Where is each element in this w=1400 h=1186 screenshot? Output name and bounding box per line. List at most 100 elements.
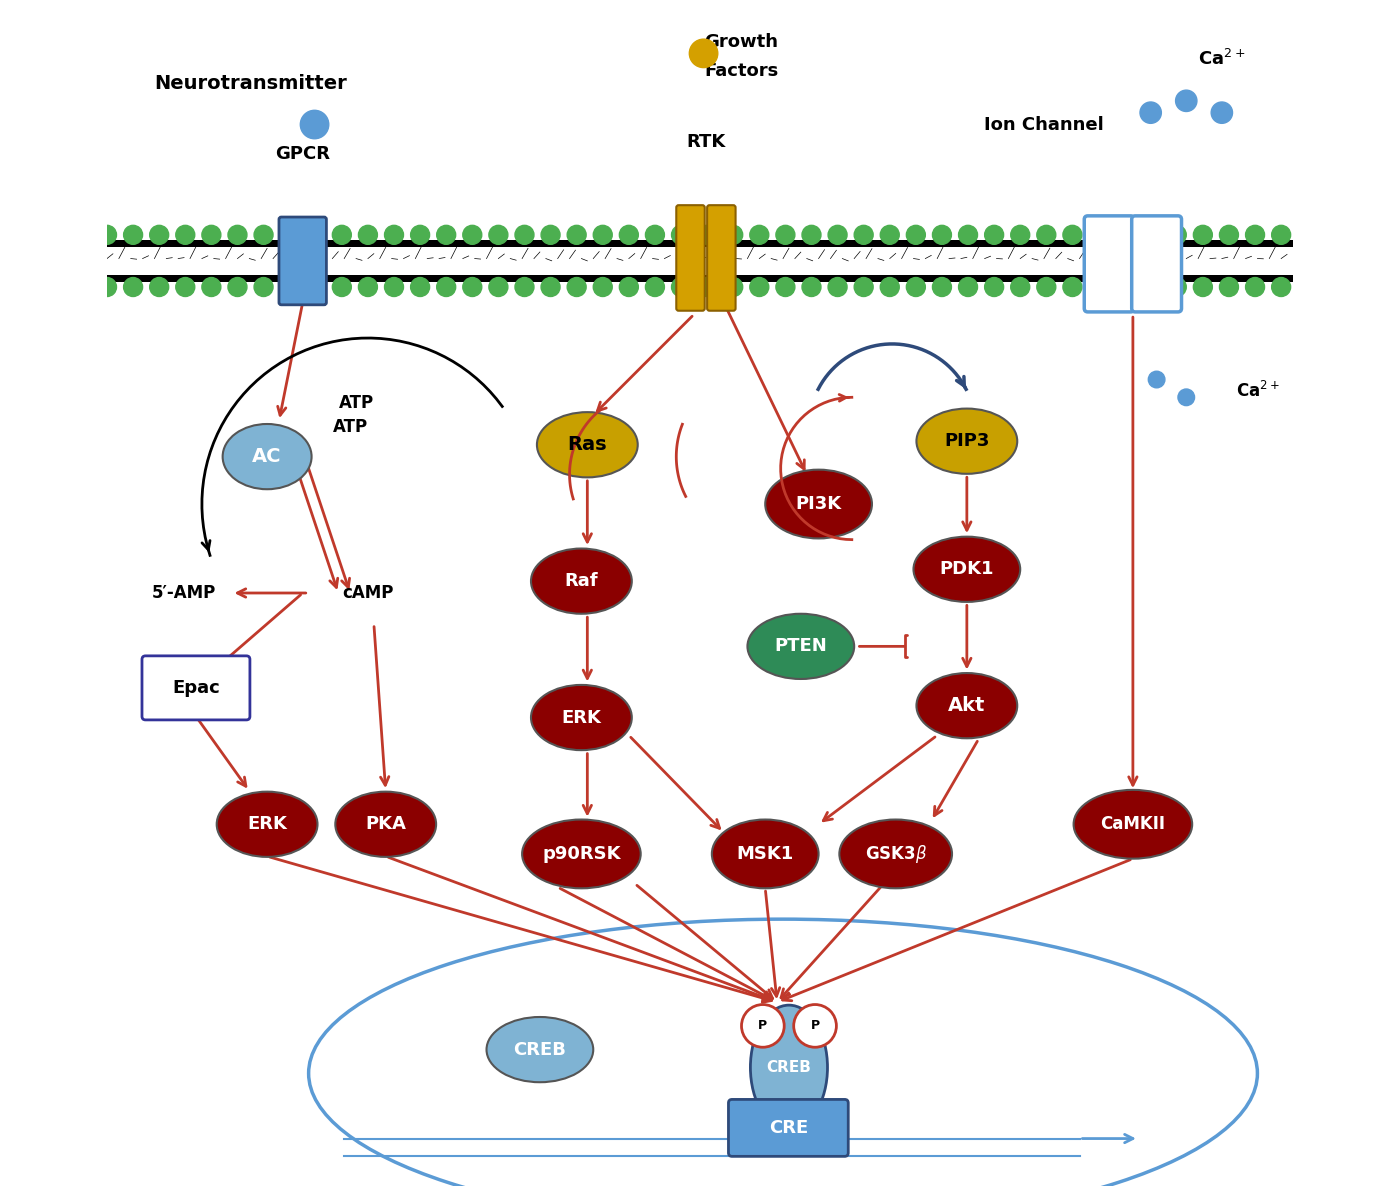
- Circle shape: [697, 225, 717, 244]
- Ellipse shape: [711, 820, 819, 888]
- Circle shape: [802, 278, 820, 296]
- Circle shape: [463, 225, 482, 244]
- Circle shape: [854, 225, 874, 244]
- Ellipse shape: [531, 686, 631, 751]
- Circle shape: [307, 278, 325, 296]
- Ellipse shape: [217, 792, 318, 856]
- Circle shape: [1219, 225, 1239, 244]
- Circle shape: [672, 225, 690, 244]
- Circle shape: [645, 278, 665, 296]
- Ellipse shape: [766, 470, 872, 538]
- Circle shape: [724, 278, 742, 296]
- Circle shape: [742, 1005, 784, 1047]
- Ellipse shape: [917, 408, 1018, 474]
- Circle shape: [202, 225, 221, 244]
- Circle shape: [385, 225, 403, 244]
- Circle shape: [906, 225, 925, 244]
- Text: P: P: [759, 1020, 767, 1032]
- Circle shape: [1141, 278, 1161, 296]
- Text: GPCR: GPCR: [276, 145, 330, 164]
- Circle shape: [932, 278, 952, 296]
- Text: ATP: ATP: [339, 394, 374, 413]
- Text: PIP3: PIP3: [944, 432, 990, 451]
- Circle shape: [802, 225, 820, 244]
- Circle shape: [332, 278, 351, 296]
- Circle shape: [906, 278, 925, 296]
- Text: PTEN: PTEN: [774, 637, 827, 656]
- Circle shape: [1246, 278, 1264, 296]
- Circle shape: [959, 225, 977, 244]
- Circle shape: [1141, 225, 1161, 244]
- Circle shape: [567, 225, 587, 244]
- Ellipse shape: [1074, 790, 1193, 859]
- Text: Ion Channel: Ion Channel: [984, 115, 1103, 134]
- Circle shape: [253, 225, 273, 244]
- Circle shape: [854, 278, 874, 296]
- Circle shape: [332, 225, 351, 244]
- Circle shape: [1177, 389, 1194, 406]
- Circle shape: [827, 225, 847, 244]
- Circle shape: [301, 110, 329, 139]
- Ellipse shape: [840, 820, 952, 888]
- Circle shape: [619, 225, 638, 244]
- Circle shape: [280, 225, 300, 244]
- Circle shape: [1037, 225, 1056, 244]
- Text: PI3K: PI3K: [795, 495, 841, 514]
- Circle shape: [1176, 90, 1197, 111]
- Circle shape: [1246, 225, 1264, 244]
- Ellipse shape: [223, 425, 312, 490]
- FancyBboxPatch shape: [1131, 216, 1182, 312]
- Circle shape: [540, 278, 560, 296]
- Circle shape: [489, 278, 508, 296]
- Text: Epac: Epac: [172, 678, 220, 697]
- Circle shape: [1168, 278, 1186, 296]
- Text: CaMKII: CaMKII: [1100, 815, 1165, 834]
- Text: ATP: ATP: [333, 417, 368, 436]
- Text: PKA: PKA: [365, 815, 406, 834]
- Circle shape: [123, 225, 143, 244]
- Text: Neurotransmitter: Neurotransmitter: [154, 74, 347, 93]
- Circle shape: [794, 1005, 836, 1047]
- Circle shape: [437, 225, 455, 244]
- Circle shape: [410, 225, 430, 244]
- Text: P: P: [811, 1020, 819, 1032]
- Circle shape: [984, 225, 1004, 244]
- Circle shape: [1148, 371, 1165, 388]
- Circle shape: [594, 225, 612, 244]
- Circle shape: [1219, 278, 1239, 296]
- Circle shape: [176, 278, 195, 296]
- Circle shape: [176, 225, 195, 244]
- FancyBboxPatch shape: [1084, 216, 1134, 312]
- Circle shape: [750, 225, 769, 244]
- Circle shape: [1211, 102, 1232, 123]
- FancyBboxPatch shape: [707, 205, 735, 311]
- Circle shape: [202, 278, 221, 296]
- Circle shape: [1037, 278, 1056, 296]
- Circle shape: [959, 278, 977, 296]
- Text: Ras: Ras: [567, 435, 608, 454]
- Circle shape: [1140, 102, 1162, 123]
- Text: Ca$^{2+}$: Ca$^{2+}$: [1236, 382, 1280, 401]
- Circle shape: [358, 225, 378, 244]
- Text: AC: AC: [252, 447, 281, 466]
- Circle shape: [1168, 225, 1186, 244]
- Circle shape: [645, 225, 665, 244]
- Circle shape: [1193, 278, 1212, 296]
- Circle shape: [98, 225, 116, 244]
- Circle shape: [540, 225, 560, 244]
- Circle shape: [881, 225, 899, 244]
- Circle shape: [827, 278, 847, 296]
- Text: Growth: Growth: [704, 32, 778, 51]
- Circle shape: [410, 278, 430, 296]
- Circle shape: [1011, 225, 1030, 244]
- FancyBboxPatch shape: [141, 656, 251, 720]
- Text: MSK1: MSK1: [736, 844, 794, 863]
- Circle shape: [385, 278, 403, 296]
- Circle shape: [307, 225, 325, 244]
- FancyBboxPatch shape: [728, 1099, 848, 1156]
- Circle shape: [1193, 225, 1212, 244]
- Text: Factors: Factors: [704, 62, 778, 81]
- Ellipse shape: [913, 536, 1021, 602]
- Text: 5′-AMP: 5′-AMP: [153, 584, 216, 602]
- Ellipse shape: [336, 792, 437, 856]
